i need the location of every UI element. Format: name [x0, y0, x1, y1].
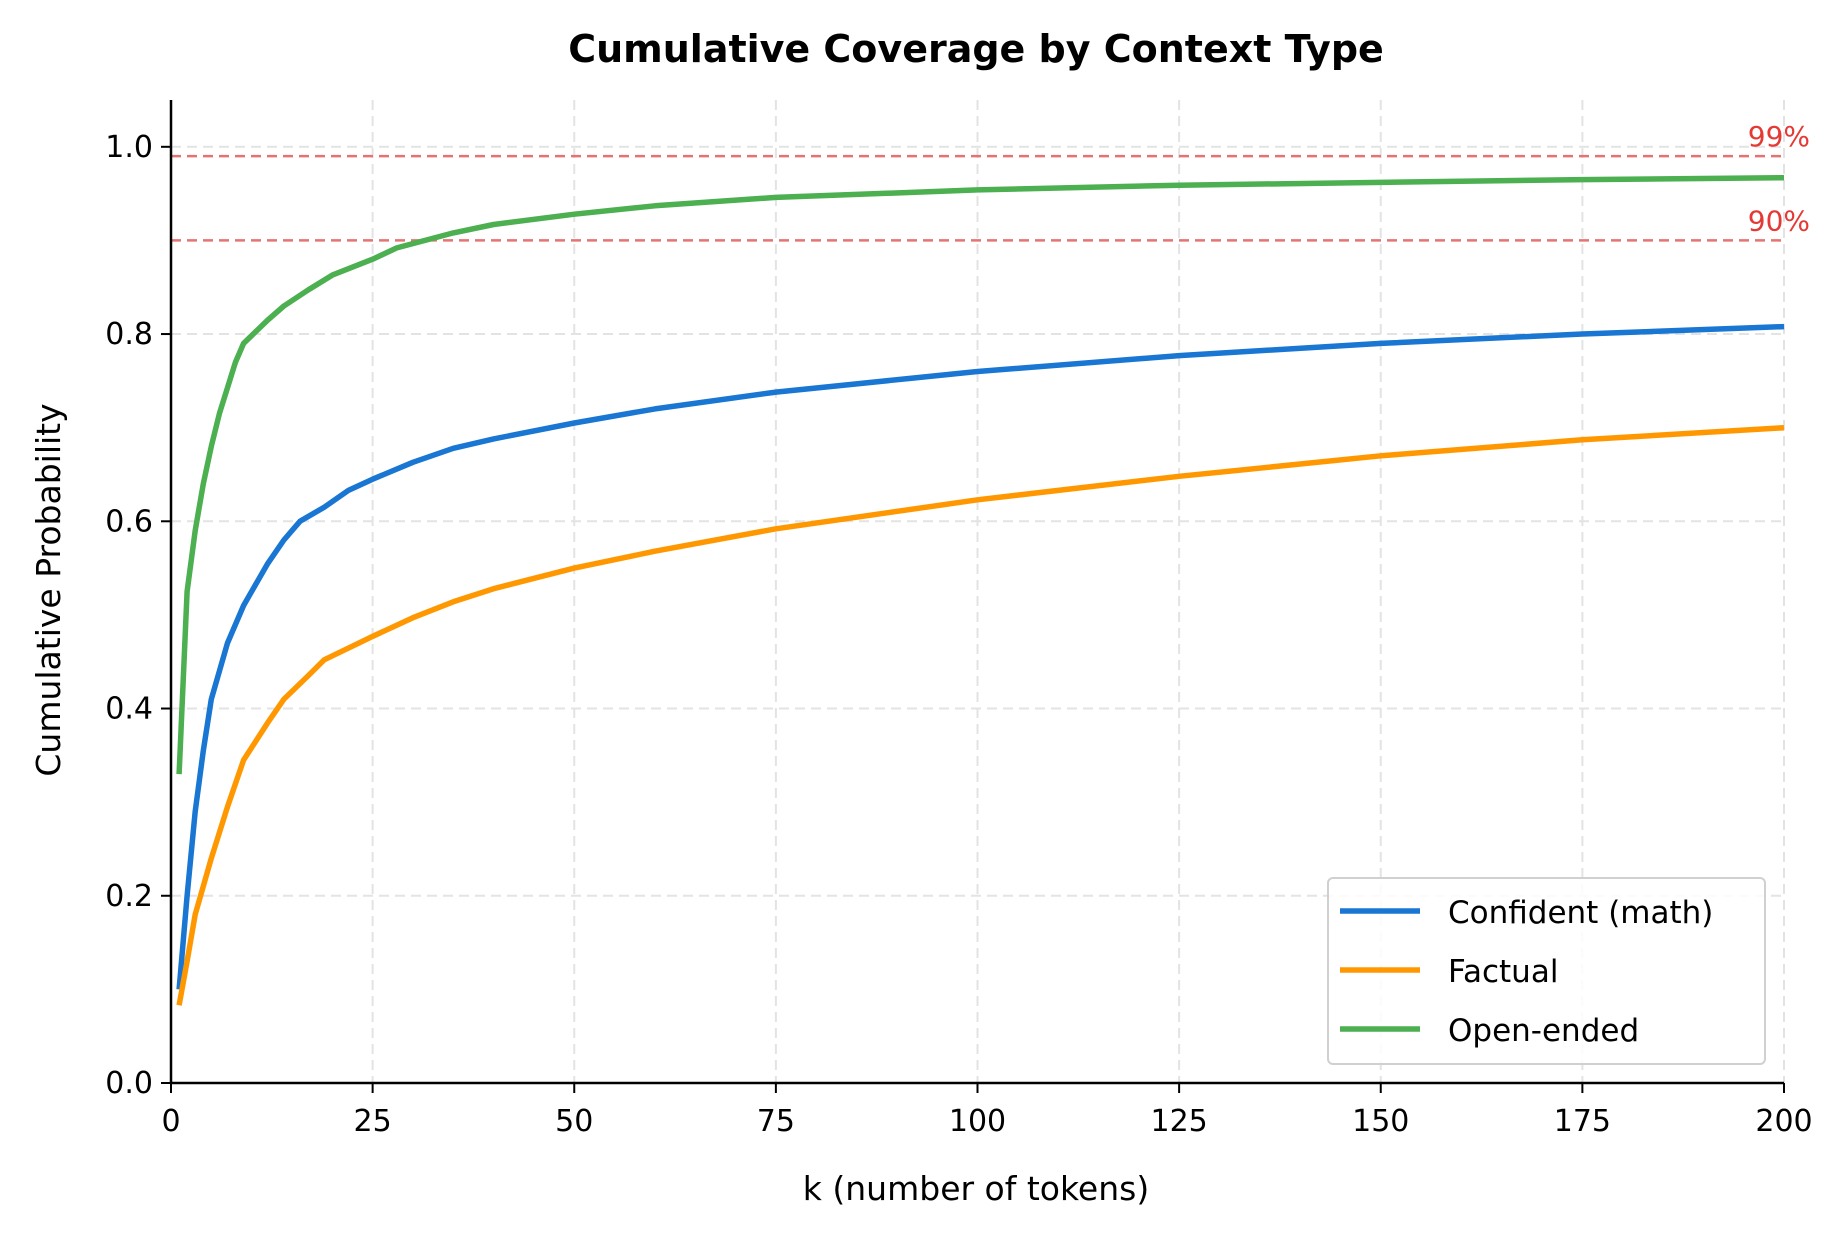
reference-lines: 99% 90%: [171, 120, 1810, 242]
y-tick-label: 0.6: [105, 504, 153, 539]
x-tick-label: 25: [354, 1104, 392, 1139]
y-tick-label: 0.2: [105, 879, 153, 914]
reference-line-label: 90%: [1748, 204, 1810, 237]
x-tick-label: 100: [949, 1104, 1006, 1139]
legend: Confident (math) Factual Open-ended: [1327, 877, 1766, 1065]
chart-title: Cumulative Coverage by Context Type: [568, 27, 1384, 71]
x-tick-label: 175: [1554, 1104, 1611, 1139]
y-tick-label: 1.0: [105, 130, 153, 165]
series-line: [176, 174, 1785, 775]
legend-label: Open-ended: [1448, 1013, 1639, 1049]
axes: 0 25 50 75 100 125 150 175 200 0.0 0.2 0.4 0.6 0.8 1.0: [105, 100, 1813, 1139]
x-tick-label: 125: [1150, 1104, 1207, 1139]
y-axis-label: Cumulative Probability: [29, 403, 68, 776]
x-tick-label: 150: [1352, 1104, 1409, 1139]
y-tick-label: 0.0: [105, 1066, 153, 1101]
series-line: [176, 424, 1785, 1006]
legend-label: Confident (math): [1448, 895, 1713, 931]
y-tick-label: 0.4: [105, 692, 153, 727]
reference-line-label: 99%: [1748, 120, 1810, 153]
legend-box: [1327, 877, 1766, 1065]
x-tick-label: 75: [757, 1104, 795, 1139]
x-tick-label: 200: [1755, 1104, 1812, 1139]
y-tick-label: 0.8: [105, 317, 153, 352]
x-axis-label: k (number of tokens): [803, 1169, 1149, 1208]
series-lines: [176, 174, 1785, 1006]
x-tick-label: 50: [555, 1104, 593, 1139]
series-line: [176, 323, 1785, 990]
legend-label: Factual: [1448, 954, 1558, 990]
x-tick-label: 0: [161, 1104, 180, 1139]
